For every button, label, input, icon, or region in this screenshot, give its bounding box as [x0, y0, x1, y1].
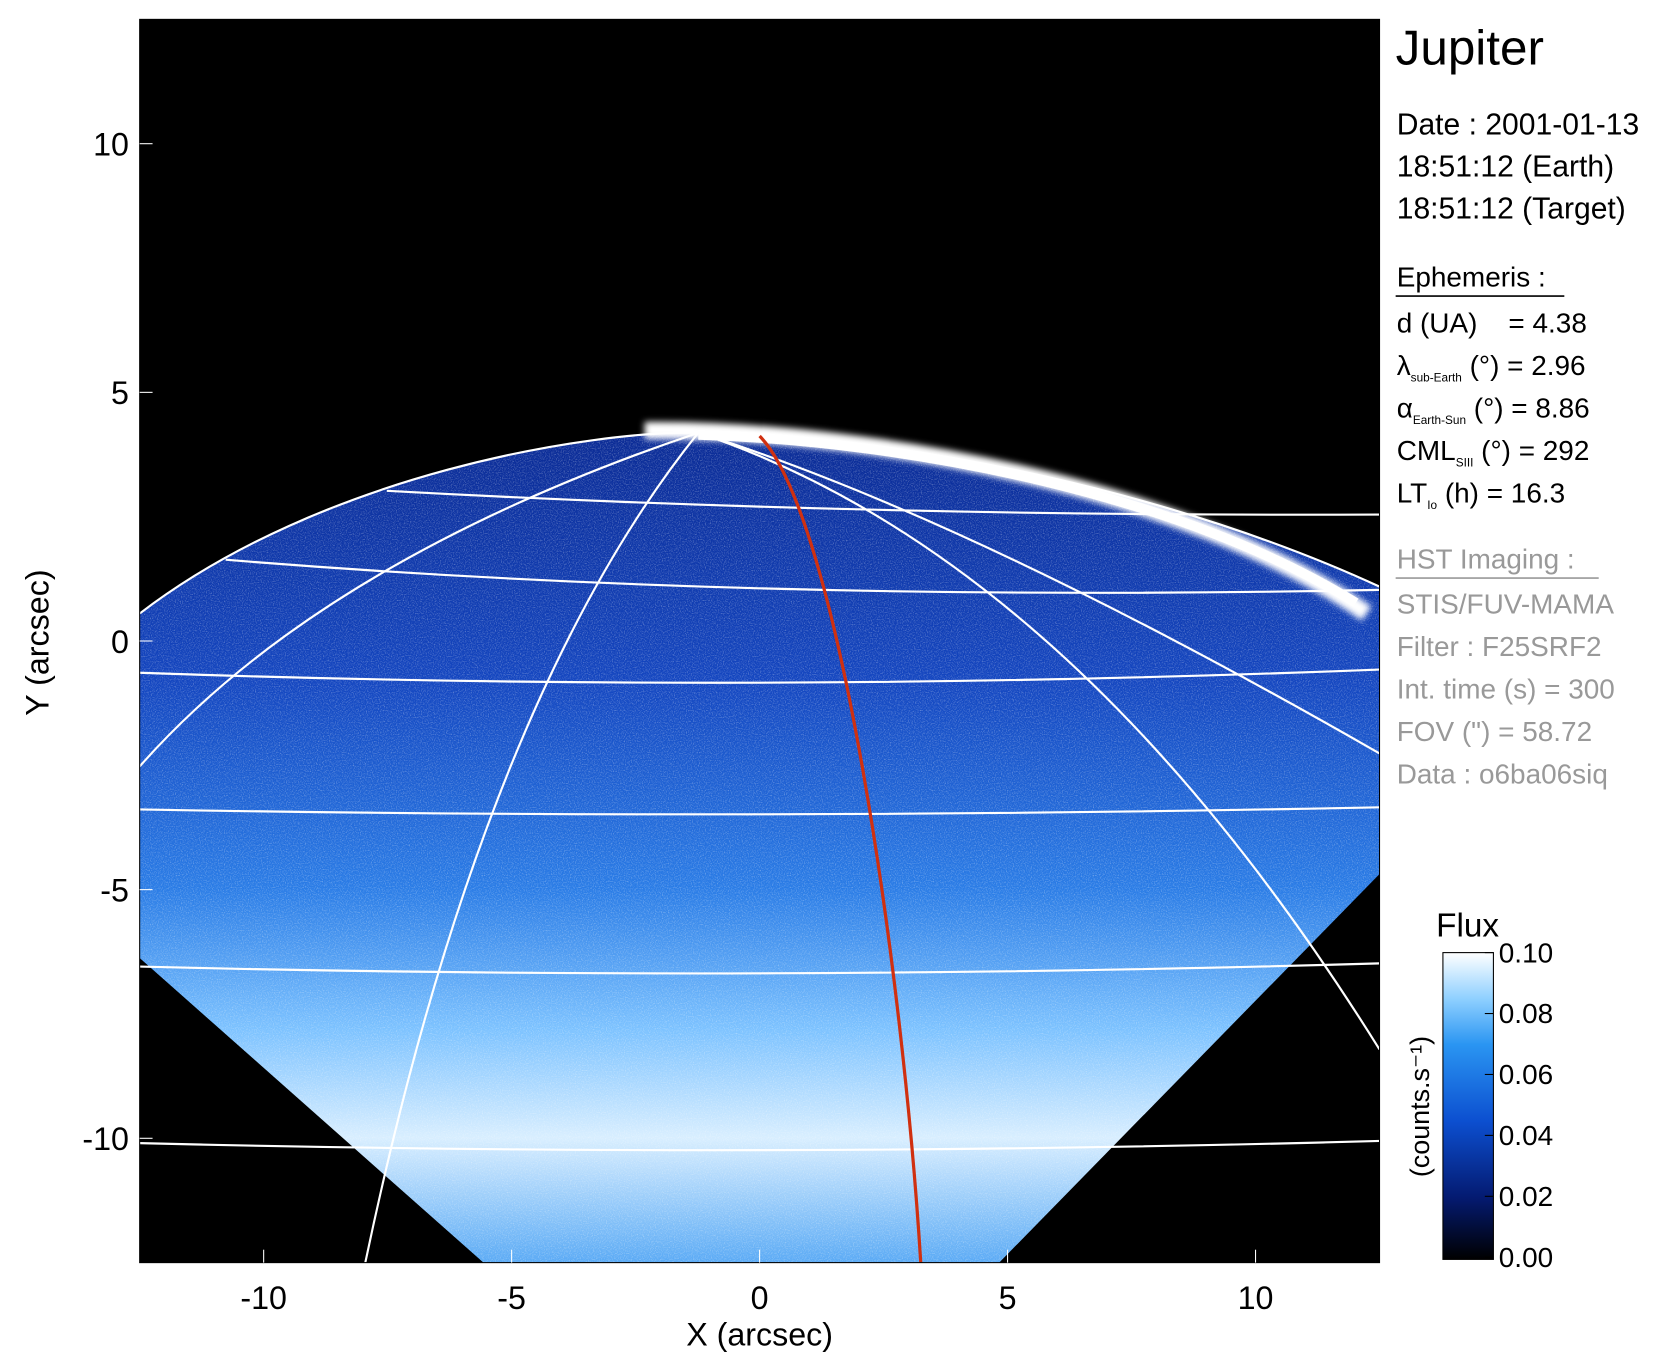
colorbar-tick-label: 0.02 — [1499, 1181, 1553, 1212]
x-tick-label: 0 — [751, 1280, 769, 1316]
colorbar — [1442, 952, 1494, 1260]
colorbar-tick-label: 0.10 — [1499, 937, 1553, 968]
imaging-row: STIS/FUV-MAMA — [1397, 589, 1615, 620]
central-meridian — [758, 434, 923, 1263]
x-axis-label: X (arcsec) — [686, 1316, 833, 1352]
ephemeris-symbol: LT — [1397, 478, 1428, 509]
plot-root: X (arcsec) Y (arcsec) Flux (counts.s⁻¹) … — [19, 18, 1639, 1353]
date-line: 18:51:12 (Earth) — [1397, 151, 1614, 184]
date-line: Date : 2001-01-13 — [1397, 109, 1639, 142]
imaging-heading: HST Imaging : — [1397, 543, 1575, 574]
image — [139, 421, 1380, 1263]
colorbar-label: (counts.s⁻¹) — [1405, 1036, 1435, 1177]
x-tick-label: -5 — [497, 1280, 526, 1316]
imaging-row: Int. time (s) = 300 — [1397, 674, 1615, 705]
x-tick-label: 10 — [1238, 1280, 1274, 1316]
ephemeris-sub: sub-Earth — [1411, 371, 1462, 385]
y-tick-label: 10 — [93, 127, 129, 163]
date-line: 18:51:12 (Target) — [1397, 192, 1626, 225]
ephemeris-heading: Ephemeris : — [1397, 261, 1546, 292]
x-tick-label: 5 — [999, 1280, 1017, 1316]
colorbar-title: Flux — [1436, 907, 1499, 944]
y-tick-label: 5 — [111, 375, 129, 411]
ephemeris-row: αEarth-Sun (°) = 8.86 — [1397, 393, 1590, 427]
y-tick-label: -10 — [82, 1121, 129, 1157]
coordinate-grid — [139, 431, 1380, 1263]
y-axis-label: Y (arcsec) — [19, 569, 55, 715]
ephemeris-text: (°) = 292 — [1473, 435, 1589, 466]
imaging-row: FOV (") = 58.72 — [1397, 716, 1592, 747]
ephemeris-sub: Io — [1427, 498, 1437, 512]
aurora-core — [698, 430, 1359, 607]
ephemeris-text: (h) = 16.3 — [1437, 478, 1565, 509]
ephemeris-symbol: λ — [1397, 350, 1411, 381]
ephemeris-row: d (UA) = 4.38 — [1397, 308, 1587, 339]
ephemeris-row: LTIo (h) = 16.3 — [1397, 478, 1565, 512]
y-tick-label: -5 — [100, 872, 129, 908]
info-title: Jupiter — [1396, 21, 1544, 76]
ephemeris-sub: Earth-Sun — [1413, 413, 1466, 427]
ephemeris-text: (°) = 8.86 — [1466, 393, 1590, 424]
colorbar-tick-label: 0.00 — [1499, 1242, 1553, 1273]
colorbar-tick-label: 0.04 — [1499, 1120, 1553, 1151]
imaging-row: Filter : F25SRF2 — [1397, 631, 1602, 662]
imaging-row: Data : o6ba06siq — [1397, 759, 1608, 790]
colorbar-tick-label: 0.08 — [1499, 998, 1553, 1029]
ephemeris-row: λsub-Earth (°) = 2.96 — [1397, 350, 1586, 384]
y-tick-label: 0 — [111, 624, 129, 660]
ephemeris-text: d (UA) = 4.38 — [1397, 308, 1587, 339]
x-tick-label: -10 — [240, 1280, 287, 1316]
ephemeris-text: (°) = 2.96 — [1462, 350, 1586, 381]
ephemeris-row: CMLSIII (°) = 292 — [1397, 435, 1590, 469]
ephemeris-sub: SIII — [1456, 456, 1474, 470]
ephemeris-symbol: CML — [1397, 435, 1456, 466]
colorbar-tick-label: 0.06 — [1499, 1059, 1553, 1090]
ephemeris-symbol: α — [1397, 393, 1413, 424]
